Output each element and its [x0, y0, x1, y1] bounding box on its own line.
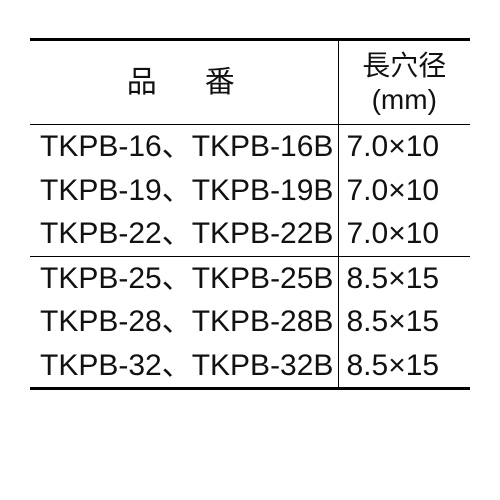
cell-part-number: TKPB-16、TKPB-16B	[30, 125, 338, 169]
table-row: TKPB-16、TKPB-16B 7.0×10	[30, 125, 470, 169]
table-row: TKPB-32、TKPB-32B 8.5×15	[30, 344, 470, 389]
col-header-slot-diameter-line2: (mm)	[372, 84, 437, 115]
col-header-slot-diameter: 長穴径 (mm)	[338, 40, 470, 125]
cell-part-number: TKPB-32、TKPB-32B	[30, 344, 338, 389]
cell-slot-dim: 8.5×15	[338, 300, 470, 344]
cell-part-number: TKPB-28、TKPB-28B	[30, 300, 338, 344]
cell-slot-dim: 7.0×10	[338, 169, 470, 213]
table-header-row: 品番 長穴径 (mm)	[30, 40, 470, 125]
spec-table: 品番 長穴径 (mm) TKPB-16、TKPB-16B 7.0×10 TKPB…	[30, 38, 470, 390]
cell-slot-dim: 7.0×10	[338, 212, 470, 256]
table-row: TKPB-19、TKPB-19B 7.0×10	[30, 169, 470, 213]
col-header-slot-diameter-line1: 長穴径	[362, 50, 446, 81]
cell-part-number: TKPB-22、TKPB-22B	[30, 212, 338, 256]
cell-part-number: TKPB-19、TKPB-19B	[30, 169, 338, 213]
table-row: TKPB-25、TKPB-25B 8.5×15	[30, 256, 470, 300]
cell-part-number: TKPB-25、TKPB-25B	[30, 256, 338, 300]
table-row: TKPB-22、TKPB-22B 7.0×10	[30, 212, 470, 256]
cell-slot-dim: 7.0×10	[338, 125, 470, 169]
cell-slot-dim: 8.5×15	[338, 256, 470, 300]
cell-slot-dim: 8.5×15	[338, 344, 470, 389]
col-header-part-number: 品番	[30, 40, 338, 125]
table-row: TKPB-28、TKPB-28B 8.5×15	[30, 300, 470, 344]
